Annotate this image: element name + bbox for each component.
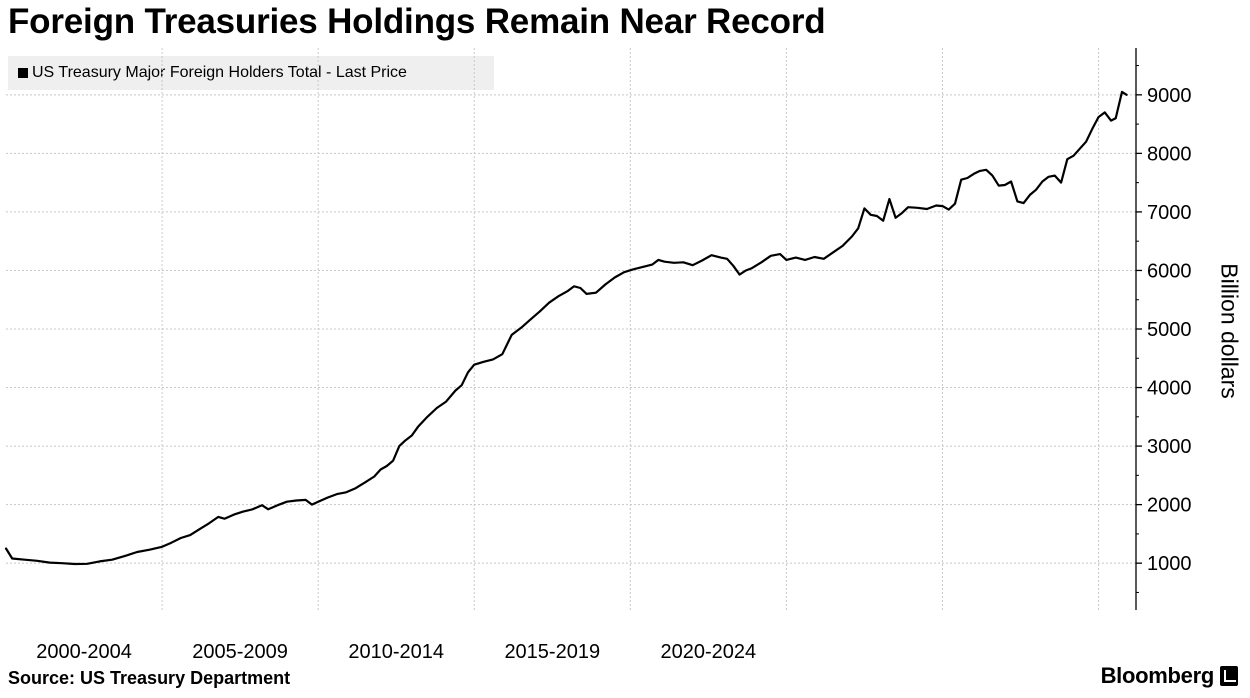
y-tick-label: 3000 xyxy=(1147,436,1192,458)
y-tick-label: 7000 xyxy=(1147,202,1192,224)
y-tick-label: 2000 xyxy=(1147,495,1192,517)
x-tick-label: 2015-2019 xyxy=(504,641,600,663)
legend-label: US Treasury Major Foreign Holders Total … xyxy=(32,64,407,81)
y-tick-labels: 1000 2000 3000 4000 5000 6000 7000 8000 9000 xyxy=(1147,85,1192,575)
y-axis xyxy=(1135,48,1142,610)
x-tick-label: 2010-2014 xyxy=(348,641,444,663)
y-tick-label: 5000 xyxy=(1147,319,1192,341)
y-tick-label: 9000 xyxy=(1147,85,1192,107)
series-layer xyxy=(4,90,1128,566)
horizontal-gridlines xyxy=(6,94,1136,564)
x-tick-label: 2020-2024 xyxy=(661,641,757,663)
y-axis-title: Billion dollars xyxy=(1216,263,1243,399)
x-tick-label: 2005-2009 xyxy=(192,641,288,663)
y-tick-label: 1000 xyxy=(1147,553,1192,575)
x-tick-label: 2000-2004 xyxy=(36,641,132,663)
y-tick-label: 6000 xyxy=(1147,260,1192,282)
legend-swatch xyxy=(18,68,28,78)
series-line xyxy=(4,90,1128,566)
y-tick-label: 4000 xyxy=(1147,378,1192,400)
y-tick-label: 8000 xyxy=(1147,143,1192,165)
chart-title: Foreign Treasuries Holdings Remain Near … xyxy=(8,2,826,41)
brand-name: Bloomberg xyxy=(1100,663,1215,688)
x-category-labels: 2000-2004 2005-2009 2010-2014 2015-2019 2020… xyxy=(36,641,756,663)
bloomberg-logo-icon xyxy=(1220,666,1238,686)
brand: Bloomberg xyxy=(1101,663,1238,689)
legend: US Treasury Major Foreign Holders Total … xyxy=(8,56,494,90)
source-note: Source: US Treasury Department xyxy=(8,668,291,688)
